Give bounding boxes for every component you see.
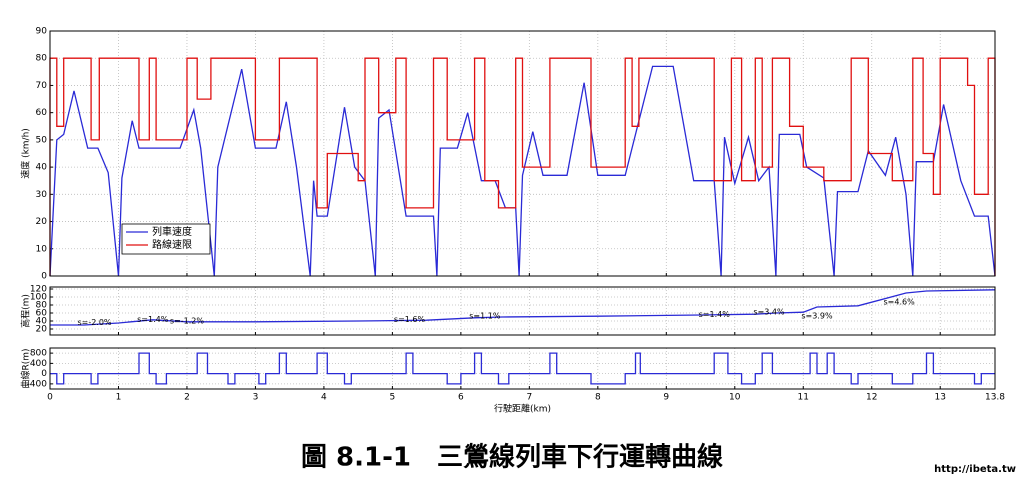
annotation: s=-1.2%	[170, 317, 204, 326]
y-tick-label: 100	[30, 293, 47, 303]
annotation: s=4.6%	[884, 297, 916, 306]
y-tick-label: 40	[36, 317, 48, 327]
y-tick-label: 80	[36, 301, 48, 311]
x-tick-label: 0	[47, 393, 53, 403]
y-tick-label: 10	[36, 244, 48, 254]
x-tick-label: 2	[184, 393, 190, 403]
x-tick-label: 9	[663, 393, 669, 403]
y-tick-label: 80	[36, 54, 48, 64]
annotation: s=-2.0%	[77, 318, 111, 327]
x-tick-label: 5	[390, 393, 396, 403]
x-tick-label: 13.8	[985, 393, 1005, 403]
x-tick-label: 4	[321, 393, 327, 403]
annotation: s=1.4%	[137, 315, 169, 324]
series-line	[50, 352, 995, 385]
legend-box	[121, 223, 211, 255]
y-tick-label: 40	[36, 163, 48, 173]
annotation: s=1.4%	[699, 310, 731, 319]
y-axis-label: 高程(m)	[20, 294, 32, 328]
caption: 圖 8.1-1 三鶯線列車下行運轉曲線	[301, 442, 723, 473]
y-tick-label: 120	[30, 285, 47, 295]
y-tick-label: 90	[36, 27, 48, 37]
y-tick-label: 60	[36, 108, 48, 118]
y-tick-label: 0	[41, 272, 47, 282]
annotation: s=3.4%	[753, 307, 785, 316]
y-tick-label: 0	[41, 369, 47, 379]
y-tick-label: 20	[36, 325, 48, 335]
legend-label: 列車速度	[152, 225, 192, 238]
watermark: http://ibeta.tw	[934, 464, 1016, 475]
plot-frame	[49, 30, 996, 277]
plot-frame	[49, 347, 996, 390]
y-tick-label: 50	[36, 135, 48, 145]
x-tick-label: 12	[866, 393, 877, 403]
plot-area	[50, 348, 995, 389]
x-tick-label: 7	[526, 393, 532, 403]
x-tick-label: 8	[595, 393, 601, 403]
y-tick-label: 60	[36, 309, 48, 319]
y-tick-label: 30	[36, 190, 48, 200]
x-tick-label: 6	[458, 393, 464, 403]
y-axis-label: 曲線R(m)	[20, 348, 32, 388]
x-tick-label: 10	[729, 393, 741, 403]
y-tick-label: 800	[30, 349, 47, 359]
y-tick-label: 400	[30, 359, 47, 369]
x-tick-label: 11	[798, 393, 809, 403]
annotation: s=1.1%	[469, 312, 501, 321]
plot-frame	[49, 286, 996, 336]
x-axis-label: 行駛距離(km)	[494, 403, 551, 415]
series-line	[49, 57, 996, 276]
x-tick-label: 3	[253, 393, 259, 403]
y-tick-label: 70	[36, 81, 48, 91]
legend-label: 路線速限	[152, 238, 192, 251]
x-tick-label: 1	[116, 393, 122, 403]
x-tick-label: 13	[934, 393, 945, 403]
series-line	[50, 289, 996, 326]
y-tick-label: -400	[27, 379, 48, 389]
annotation: s=3.9%	[801, 312, 833, 321]
annotation: s=1.6%	[394, 315, 426, 324]
y-tick-label: 20	[36, 217, 48, 227]
plot-area	[50, 287, 995, 335]
y-axis-label: 速度 (km/h)	[20, 128, 32, 179]
